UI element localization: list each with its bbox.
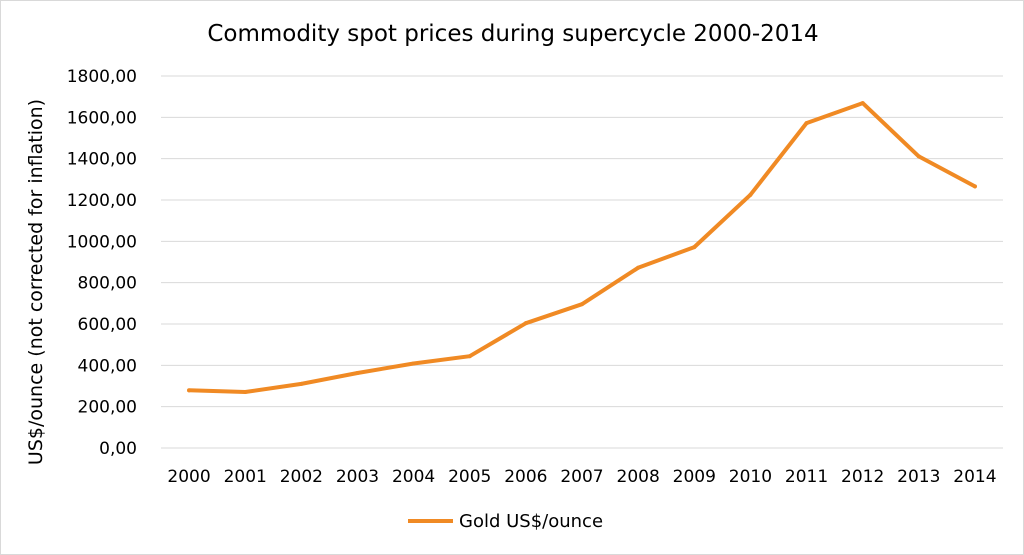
legend-label: Gold US$/ounce [459,511,603,532]
x-tick-label: 2000 [167,467,210,487]
data-point [692,245,697,250]
y-tick-label: 1600,00 [67,108,137,128]
x-tick-labels: 2000 2001 2002 2003 2004 2005 2006 2007 2008 2009… [167,467,996,487]
y-tick-label: 1800,00 [67,67,137,87]
x-tick-label: 2013 [897,467,940,487]
x-tick-label: 2005 [448,467,491,487]
x-tick-label: 2003 [336,467,379,487]
series-line [187,101,977,394]
x-tick-label: 2014 [953,467,996,487]
x-tick-label: 2007 [560,467,603,487]
data-point [804,121,809,126]
data-point [748,192,753,197]
data-point [972,184,977,189]
data-point [636,265,641,270]
x-tick-label: 2002 [280,467,323,487]
data-point [355,370,360,375]
x-tick-label: 2010 [729,467,772,487]
data-point [299,381,304,386]
x-tick-label: 2004 [392,467,435,487]
x-tick-label: 2009 [673,467,716,487]
legend: Gold US$/ounce [408,511,603,532]
y-tick-label: 0,00 [99,439,137,459]
x-tick-label: 2012 [841,467,884,487]
data-point [411,361,416,366]
y-tick-label: 800,00 [78,274,137,294]
gridlines [161,75,1003,449]
data-point [187,388,192,393]
y-tick-label: 400,00 [78,356,137,376]
data-point [467,354,472,359]
x-tick-label: 2011 [785,467,828,487]
y-tick-label: 600,00 [78,315,137,335]
data-point [580,302,584,307]
data-point [523,321,528,326]
y-tick-labels: 0,00 200,00 400,00 600,00 800,00 1000,00 1200,… [67,67,137,459]
chart-title: Commodity spot prices during supercycle … [207,21,818,47]
y-tick-label: 1000,00 [67,232,137,252]
x-tick-label: 2006 [504,467,547,487]
y-tick-label: 1200,00 [67,191,137,211]
y-tick-label: 200,00 [78,398,137,418]
data-point [243,389,248,394]
y-tick-label: 1400,00 [67,150,137,170]
y-axis-title: US$/ounce (not corrected for inflation) [25,99,47,465]
series-layer [187,101,977,394]
data-point [916,154,921,159]
x-tick-label: 2001 [224,467,267,487]
x-tick-label: 2008 [617,467,660,487]
data-point [860,101,865,106]
